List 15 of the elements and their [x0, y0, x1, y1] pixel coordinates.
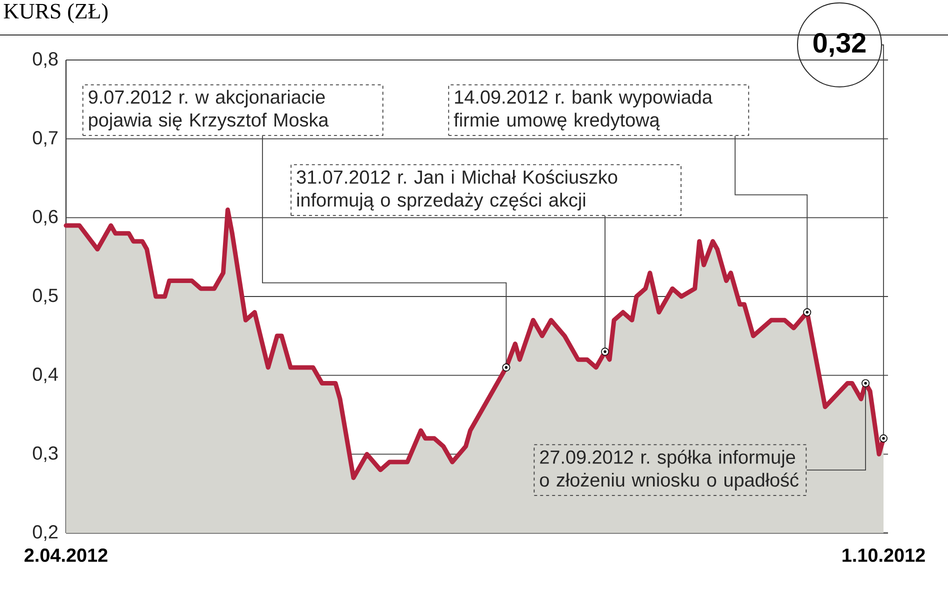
- annotation: 31.07.2012 r. Jan i Michał Kościuszko informują o sprzedaży części akcji: [296, 170, 618, 210]
- annotation: 27.09.2012 r. spółka informuje o złożeniu wniosku o upadłość: [540, 450, 799, 490]
- y-tick-label: 0,6: [32, 210, 58, 226]
- chart-title: KURS (ZŁ): [4, 3, 108, 24]
- x-tick-label: 1.10.2012: [842, 548, 925, 562]
- x-tick-label: 2.04.2012: [24, 548, 108, 562]
- annotation: 14.09.2012 r. bank wypowiada firmie umowę kredytową: [454, 90, 712, 130]
- y-tick-label: 0,5: [32, 288, 58, 304]
- y-tick-label: 0,4: [32, 368, 58, 384]
- y-tick-label: 0,8: [32, 52, 58, 68]
- annotation: 0,32: [813, 32, 866, 57]
- y-tick-label: 0,3: [32, 446, 58, 462]
- annotation: 9.07.2012 r. w akcjonariacie pojawia się Krzysztof Moska: [88, 90, 329, 130]
- y-tick-label: 0,7: [32, 131, 58, 147]
- y-tick-label: 0,2: [32, 525, 58, 541]
